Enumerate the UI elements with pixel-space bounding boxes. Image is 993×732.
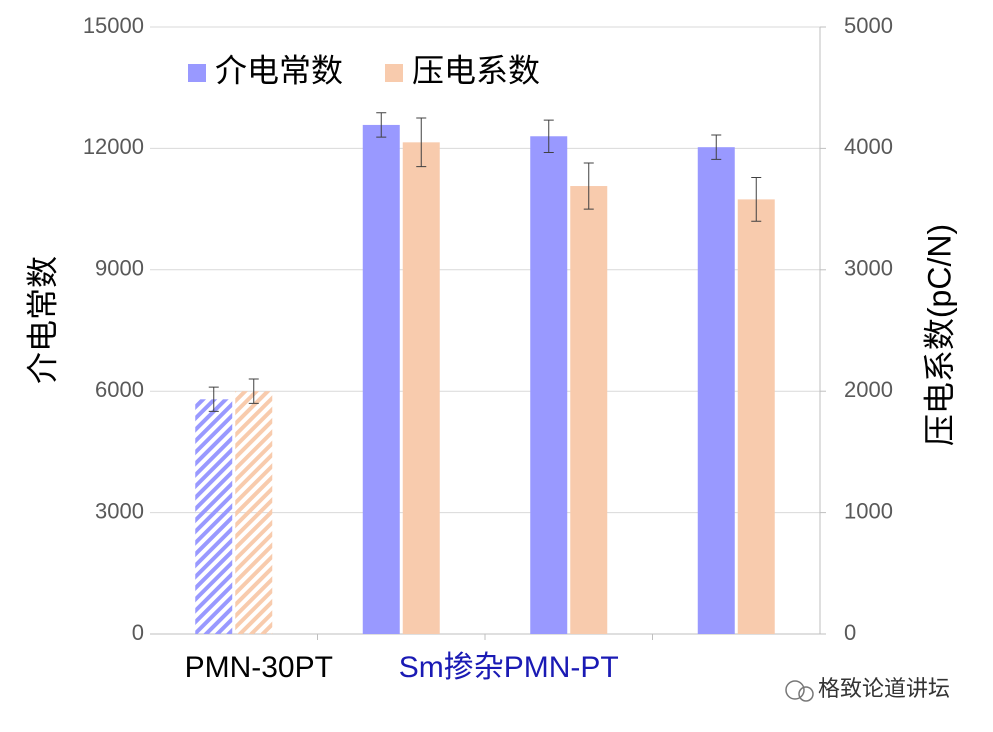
bar: [195, 399, 233, 634]
error-bar: [543, 119, 554, 153]
error-bar: [751, 177, 762, 222]
legend-swatch: [385, 64, 403, 82]
y2-tick-label: 5000: [844, 13, 893, 38]
legend-swatch: [188, 64, 206, 82]
legend-label: 介电常数: [215, 52, 343, 88]
y-tick-label: 3000: [95, 498, 144, 523]
bar: [530, 136, 568, 634]
y-tick-label: 15000: [83, 13, 144, 38]
bar: [402, 142, 440, 634]
y-tick-label: 0: [132, 620, 144, 645]
error-bar: [376, 112, 387, 138]
watermark-text: 格致论道讲坛: [818, 676, 950, 701]
error-bar: [248, 378, 259, 404]
y2-tick-label: 4000: [844, 134, 893, 159]
x-group-label: Sm掺杂PMN-PT: [399, 651, 619, 684]
y2-tick-label: 1000: [844, 498, 893, 523]
error-bar: [583, 162, 594, 210]
y2-axis-label: 压电系数(pC/N): [921, 224, 957, 446]
y2-tick-label: 3000: [844, 256, 893, 281]
x-group-label: PMN-30PT: [185, 651, 333, 684]
y-axis-label: 介电常数: [24, 256, 60, 384]
error-bar: [711, 134, 722, 160]
bar: [570, 186, 608, 634]
y-tick-label: 9000: [95, 256, 144, 281]
legend-label: 压电系数: [412, 52, 540, 88]
y2-tick-label: 2000: [844, 377, 893, 402]
y2-tick-label: 0: [844, 620, 856, 645]
bar: [697, 147, 735, 634]
watermark: 格致论道讲坛: [785, 676, 950, 702]
y-tick-label: 12000: [83, 134, 144, 159]
bar: [235, 391, 273, 634]
y-tick-label: 6000: [95, 377, 144, 402]
error-bar: [416, 117, 427, 168]
error-bar: [208, 386, 219, 412]
bar: [362, 124, 400, 635]
bar: [737, 199, 775, 634]
